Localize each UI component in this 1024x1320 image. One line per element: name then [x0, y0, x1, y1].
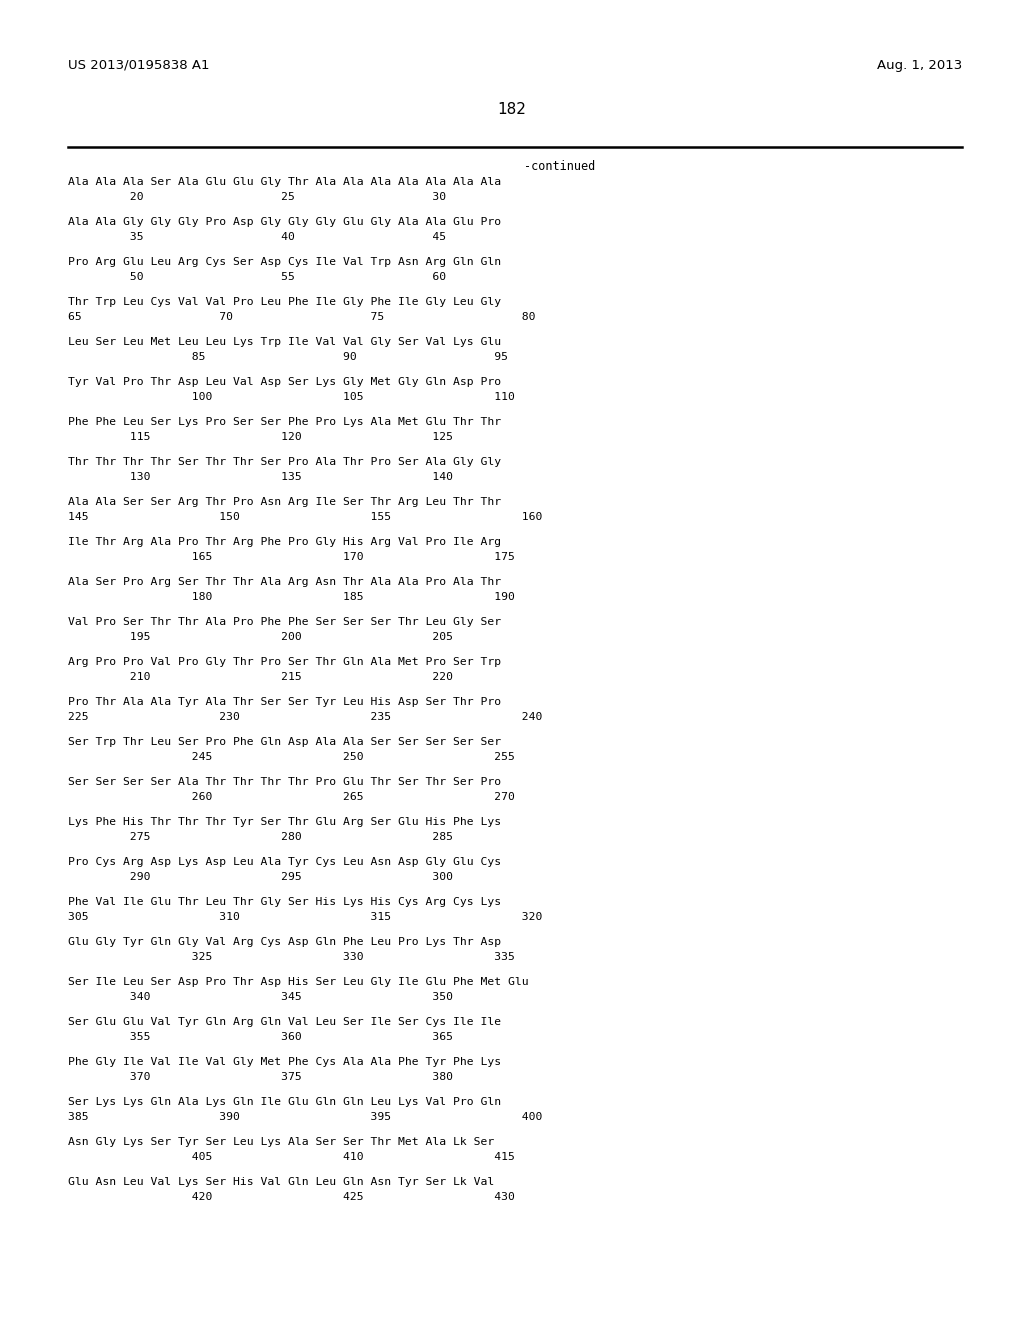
Text: Pro Arg Glu Leu Arg Cys Ser Asp Cys Ile Val Trp Asn Arg Gln Gln: Pro Arg Glu Leu Arg Cys Ser Asp Cys Ile …: [68, 257, 501, 267]
Text: 165                   170                   175: 165 170 175: [68, 552, 515, 561]
Text: 325                   330                   335: 325 330 335: [68, 952, 515, 961]
Text: 65                    70                    75                    80: 65 70 75 80: [68, 312, 536, 322]
Text: Asn Gly Lys Ser Tyr Ser Leu Lys Ala Ser Ser Thr Met Ala Lk Ser: Asn Gly Lys Ser Tyr Ser Leu Lys Ala Ser …: [68, 1137, 495, 1147]
Text: 355                   360                   365: 355 360 365: [68, 1031, 453, 1041]
Text: Ala Ala Gly Gly Gly Pro Asp Gly Gly Gly Glu Gly Ala Ala Glu Pro: Ala Ala Gly Gly Gly Pro Asp Gly Gly Gly …: [68, 216, 501, 227]
Text: US 2013/0195838 A1: US 2013/0195838 A1: [68, 58, 210, 71]
Text: 50                    55                    60: 50 55 60: [68, 272, 446, 281]
Text: 182: 182: [498, 103, 526, 117]
Text: Val Pro Ser Thr Thr Ala Pro Phe Phe Ser Ser Ser Thr Leu Gly Ser: Val Pro Ser Thr Thr Ala Pro Phe Phe Ser …: [68, 616, 501, 627]
Text: Glu Asn Leu Val Lys Ser His Val Gln Leu Gln Asn Tyr Ser Lk Val: Glu Asn Leu Val Lys Ser His Val Gln Leu …: [68, 1177, 495, 1187]
Text: Ser Lys Lys Gln Ala Lys Gln Ile Glu Gln Gln Leu Lys Val Pro Gln: Ser Lys Lys Gln Ala Lys Gln Ile Glu Gln …: [68, 1097, 501, 1107]
Text: Ser Trp Thr Leu Ser Pro Phe Gln Asp Ala Ala Ser Ser Ser Ser Ser: Ser Trp Thr Leu Ser Pro Phe Gln Asp Ala …: [68, 737, 501, 747]
Text: 130                   135                   140: 130 135 140: [68, 471, 453, 482]
Text: 195                   200                   205: 195 200 205: [68, 631, 453, 642]
Text: Ile Thr Arg Ala Pro Thr Arg Phe Pro Gly His Arg Val Pro Ile Arg: Ile Thr Arg Ala Pro Thr Arg Phe Pro Gly …: [68, 537, 501, 546]
Text: 85                    90                    95: 85 90 95: [68, 351, 508, 362]
Text: 225                   230                   235                   240: 225 230 235 240: [68, 711, 543, 722]
Text: Phe Gly Ile Val Ile Val Gly Met Phe Cys Ala Ala Phe Tyr Phe Lys: Phe Gly Ile Val Ile Val Gly Met Phe Cys …: [68, 1057, 501, 1067]
Text: Thr Thr Thr Thr Ser Thr Thr Ser Pro Ala Thr Pro Ser Ala Gly Gly: Thr Thr Thr Thr Ser Thr Thr Ser Pro Ala …: [68, 457, 501, 467]
Text: Phe Val Ile Glu Thr Leu Thr Gly Ser His Lys His Cys Arg Cys Lys: Phe Val Ile Glu Thr Leu Thr Gly Ser His …: [68, 898, 501, 907]
Text: Ser Ile Leu Ser Asp Pro Thr Asp His Ser Leu Gly Ile Glu Phe Met Glu: Ser Ile Leu Ser Asp Pro Thr Asp His Ser …: [68, 977, 528, 987]
Text: 145                   150                   155                   160: 145 150 155 160: [68, 511, 543, 521]
Text: Ser Ser Ser Ser Ala Thr Thr Thr Thr Pro Glu Thr Ser Thr Ser Pro: Ser Ser Ser Ser Ala Thr Thr Thr Thr Pro …: [68, 777, 501, 787]
Text: 275                   280                   285: 275 280 285: [68, 832, 453, 842]
Text: 305                   310                   315                   320: 305 310 315 320: [68, 912, 543, 921]
Text: 35                    40                    45: 35 40 45: [68, 231, 446, 242]
Text: 260                   265                   270: 260 265 270: [68, 792, 515, 801]
Text: 385                   390                   395                   400: 385 390 395 400: [68, 1111, 543, 1122]
Text: 210                   215                   220: 210 215 220: [68, 672, 453, 681]
Text: Ala Ser Pro Arg Ser Thr Thr Ala Arg Asn Thr Ala Ala Pro Ala Thr: Ala Ser Pro Arg Ser Thr Thr Ala Arg Asn …: [68, 577, 501, 587]
Text: 100                   105                   110: 100 105 110: [68, 392, 515, 401]
Text: Ser Glu Glu Val Tyr Gln Arg Gln Val Leu Ser Ile Ser Cys Ile Ile: Ser Glu Glu Val Tyr Gln Arg Gln Val Leu …: [68, 1016, 501, 1027]
Text: 405                   410                   415: 405 410 415: [68, 1151, 515, 1162]
Text: 245                   250                   255: 245 250 255: [68, 751, 515, 762]
Text: Lys Phe His Thr Thr Thr Tyr Ser Thr Glu Arg Ser Glu His Phe Lys: Lys Phe His Thr Thr Thr Tyr Ser Thr Glu …: [68, 817, 501, 828]
Text: -continued: -continued: [524, 160, 596, 173]
Text: Tyr Val Pro Thr Asp Leu Val Asp Ser Lys Gly Met Gly Gln Asp Pro: Tyr Val Pro Thr Asp Leu Val Asp Ser Lys …: [68, 378, 501, 387]
Text: 20                    25                    30: 20 25 30: [68, 191, 446, 202]
Text: 370                   375                   380: 370 375 380: [68, 1072, 453, 1081]
Text: 340                   345                   350: 340 345 350: [68, 991, 453, 1002]
Text: Thr Trp Leu Cys Val Val Pro Leu Phe Ile Gly Phe Ile Gly Leu Gly: Thr Trp Leu Cys Val Val Pro Leu Phe Ile …: [68, 297, 501, 308]
Text: 420                   425                   430: 420 425 430: [68, 1192, 515, 1201]
Text: Ala Ala Ala Ser Ala Glu Glu Gly Thr Ala Ala Ala Ala Ala Ala Ala: Ala Ala Ala Ser Ala Glu Glu Gly Thr Ala …: [68, 177, 501, 187]
Text: 290                   295                   300: 290 295 300: [68, 871, 453, 882]
Text: Arg Pro Pro Val Pro Gly Thr Pro Ser Thr Gln Ala Met Pro Ser Trp: Arg Pro Pro Val Pro Gly Thr Pro Ser Thr …: [68, 657, 501, 667]
Text: Leu Ser Leu Met Leu Leu Lys Trp Ile Val Val Gly Ser Val Lys Glu: Leu Ser Leu Met Leu Leu Lys Trp Ile Val …: [68, 337, 501, 347]
Text: Glu Gly Tyr Gln Gly Val Arg Cys Asp Gln Phe Leu Pro Lys Thr Asp: Glu Gly Tyr Gln Gly Val Arg Cys Asp Gln …: [68, 937, 501, 946]
Text: 115                   120                   125: 115 120 125: [68, 432, 453, 441]
Text: Pro Thr Ala Ala Tyr Ala Thr Ser Ser Tyr Leu His Asp Ser Thr Pro: Pro Thr Ala Ala Tyr Ala Thr Ser Ser Tyr …: [68, 697, 501, 708]
Text: Aug. 1, 2013: Aug. 1, 2013: [877, 58, 962, 71]
Text: 180                   185                   190: 180 185 190: [68, 591, 515, 602]
Text: Phe Phe Leu Ser Lys Pro Ser Ser Phe Pro Lys Ala Met Glu Thr Thr: Phe Phe Leu Ser Lys Pro Ser Ser Phe Pro …: [68, 417, 501, 426]
Text: Ala Ala Ser Ser Arg Thr Pro Asn Arg Ile Ser Thr Arg Leu Thr Thr: Ala Ala Ser Ser Arg Thr Pro Asn Arg Ile …: [68, 498, 501, 507]
Text: Pro Cys Arg Asp Lys Asp Leu Ala Tyr Cys Leu Asn Asp Gly Glu Cys: Pro Cys Arg Asp Lys Asp Leu Ala Tyr Cys …: [68, 857, 501, 867]
